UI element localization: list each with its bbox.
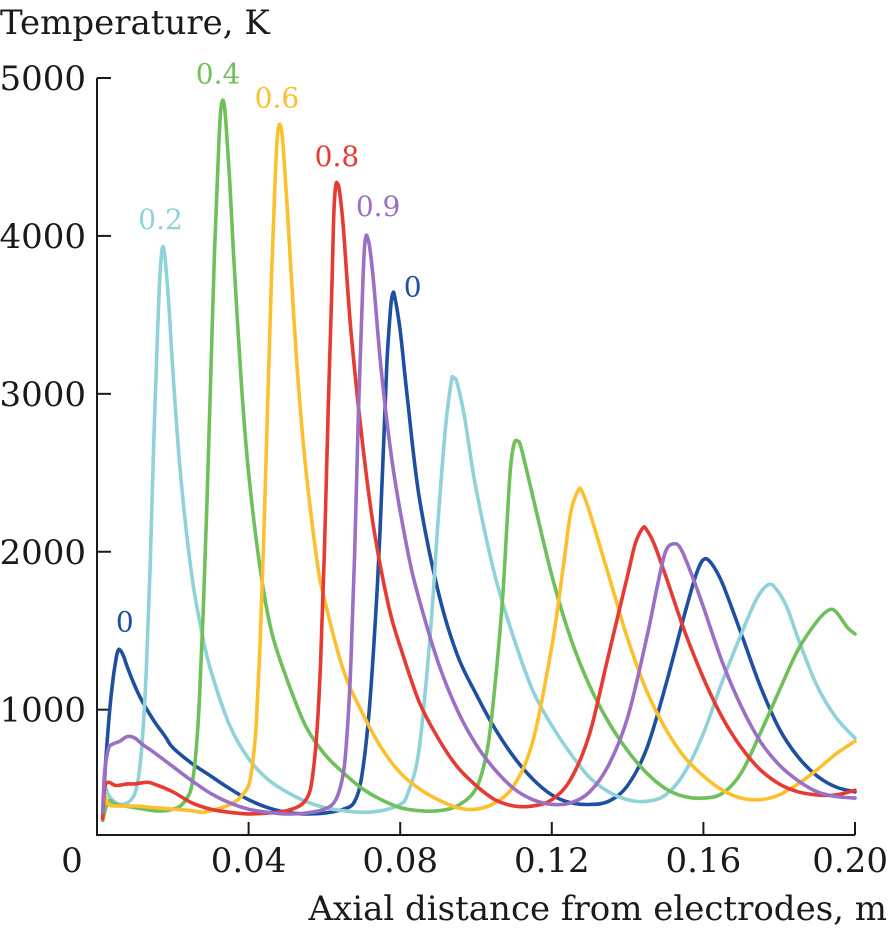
y-axis-ticks: 1000 2000 3000 4000 5000 xyxy=(0,59,111,731)
series-line-5 xyxy=(100,233,857,816)
y-tick-label: 5000 xyxy=(0,59,86,99)
series-label: 0 xyxy=(404,270,422,303)
y-tick-label: 1000 xyxy=(0,691,86,731)
x-tick-label: 0.16 xyxy=(666,841,742,881)
series-label: 0.9 xyxy=(356,190,401,223)
series-lines xyxy=(100,98,857,822)
y-axis-title: Temperature, K xyxy=(0,3,270,43)
x-axis-title: Axial distance from electrodes, m xyxy=(307,889,887,929)
x-axis-ticks: 0 0.04 0.08 0.12 0.16 0.20 xyxy=(61,822,888,881)
x-tick-label: 0.20 xyxy=(812,841,888,881)
series-line-1 xyxy=(100,244,857,819)
y-tick-label: 2000 xyxy=(0,533,86,573)
series-labels: 0 0 0.2 0.4 0.6 0.8 0.9 xyxy=(116,58,422,639)
x-tick-label: 0.12 xyxy=(514,841,590,881)
x-tick-label: 0.08 xyxy=(362,841,438,881)
x-tick-label: 0 xyxy=(61,841,83,881)
y-tick-label: 4000 xyxy=(0,217,86,257)
y-tick-label: 3000 xyxy=(0,375,86,415)
series-line-2 xyxy=(100,98,857,822)
series-label: 0.2 xyxy=(138,203,183,236)
series-label: 0.8 xyxy=(315,140,360,173)
series-label: 0 xyxy=(116,606,134,639)
series-label: 0.4 xyxy=(196,58,241,91)
series-line-0 xyxy=(100,290,857,822)
series-label: 0.6 xyxy=(255,81,300,114)
x-tick-label: 0.04 xyxy=(211,841,287,881)
